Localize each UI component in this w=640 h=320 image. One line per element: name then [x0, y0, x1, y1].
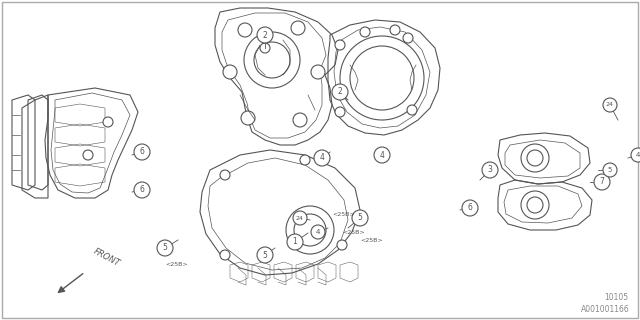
Text: A001001166: A001001166	[581, 306, 630, 315]
Text: <25B>: <25B>	[342, 229, 365, 235]
Circle shape	[300, 155, 310, 165]
Circle shape	[311, 225, 325, 239]
Circle shape	[244, 32, 300, 88]
Circle shape	[360, 27, 370, 37]
Circle shape	[482, 162, 498, 178]
Circle shape	[103, 117, 113, 127]
Circle shape	[220, 250, 230, 260]
Circle shape	[527, 150, 543, 166]
Circle shape	[603, 98, 617, 112]
Circle shape	[287, 234, 303, 250]
Text: 5: 5	[358, 213, 362, 222]
Circle shape	[352, 210, 368, 226]
Circle shape	[337, 240, 347, 250]
Text: <25B>: <25B>	[360, 237, 383, 243]
Circle shape	[462, 200, 478, 216]
Circle shape	[83, 150, 93, 160]
Text: 5: 5	[163, 244, 168, 252]
Circle shape	[293, 211, 307, 225]
Circle shape	[254, 42, 290, 78]
Circle shape	[521, 191, 549, 219]
Text: 24: 24	[296, 215, 304, 220]
Circle shape	[286, 206, 334, 254]
Circle shape	[335, 40, 345, 50]
Text: 5: 5	[262, 251, 268, 260]
Text: 10105: 10105	[604, 293, 628, 302]
Circle shape	[340, 36, 424, 120]
Text: <25B>: <25B>	[332, 212, 355, 218]
Circle shape	[311, 65, 325, 79]
Circle shape	[390, 25, 400, 35]
Circle shape	[291, 21, 305, 35]
Text: 6: 6	[468, 204, 472, 212]
Circle shape	[294, 214, 326, 246]
Circle shape	[257, 27, 273, 43]
Circle shape	[521, 144, 549, 172]
Circle shape	[238, 23, 252, 37]
Text: 5: 5	[608, 167, 612, 173]
Text: 4: 4	[636, 152, 640, 158]
Circle shape	[631, 148, 640, 162]
Circle shape	[293, 113, 307, 127]
Circle shape	[260, 43, 270, 53]
Text: 2: 2	[262, 30, 268, 39]
Text: 2: 2	[338, 87, 342, 97]
Text: 4: 4	[380, 150, 385, 159]
Text: 6: 6	[140, 148, 145, 156]
Circle shape	[241, 111, 255, 125]
Text: 4: 4	[316, 229, 320, 235]
Text: 4: 4	[319, 154, 324, 163]
Circle shape	[220, 170, 230, 180]
Text: 6: 6	[140, 186, 145, 195]
Text: FRONT: FRONT	[92, 247, 122, 269]
Circle shape	[350, 46, 414, 110]
Circle shape	[374, 147, 390, 163]
Text: <25B>: <25B>	[165, 262, 188, 268]
Text: 24: 24	[606, 102, 614, 108]
Circle shape	[134, 144, 150, 160]
Text: 1: 1	[292, 237, 298, 246]
Circle shape	[332, 84, 348, 100]
Circle shape	[407, 105, 417, 115]
Circle shape	[403, 33, 413, 43]
Circle shape	[527, 197, 543, 213]
Circle shape	[134, 182, 150, 198]
Text: 3: 3	[488, 165, 492, 174]
Circle shape	[335, 107, 345, 117]
Text: 7: 7	[600, 178, 604, 187]
Circle shape	[157, 240, 173, 256]
Circle shape	[314, 150, 330, 166]
Circle shape	[223, 65, 237, 79]
Circle shape	[594, 174, 610, 190]
Circle shape	[257, 247, 273, 263]
Circle shape	[603, 163, 617, 177]
